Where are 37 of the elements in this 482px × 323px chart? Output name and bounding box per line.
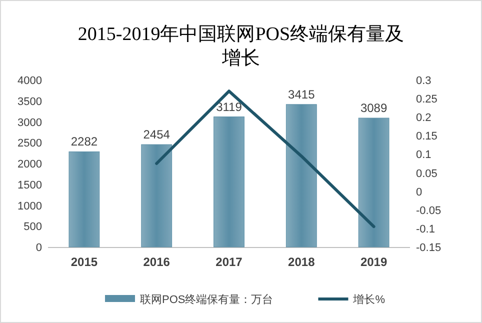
data-label: 3119 [216, 100, 242, 114]
y-tick-label: 3500 [18, 96, 42, 108]
bar [214, 116, 244, 248]
y-tick-label: 3000 [18, 116, 42, 129]
chart-title: 2015-2019年中国联网POS终端保有量及增长 [78, 24, 404, 69]
data-label: 2454 [143, 128, 170, 142]
y-tick-label: 2000 [18, 158, 42, 170]
bar [141, 144, 172, 248]
y-tick-label: 2500 [18, 138, 42, 150]
bar [358, 118, 390, 248]
x-tick-label: 2016 [143, 255, 170, 269]
y-tick-label: 4000 [18, 75, 42, 87]
y-tick-label: 500 [24, 221, 42, 234]
y2-tick-label: 0.25 [416, 94, 438, 106]
bar [68, 151, 100, 248]
y2-tick-label: -0.15 [416, 242, 442, 254]
data-label: 2282 [70, 134, 98, 149]
data-label: 3415 [288, 87, 316, 102]
x-tick-label: 2019 [360, 255, 388, 269]
bar [286, 104, 317, 248]
x-tick-label: 2015 [70, 255, 98, 269]
y2-tick-label: 0.3 [416, 75, 432, 87]
x-tick-label: 2018 [288, 255, 316, 269]
data-label: 3089 [360, 101, 388, 116]
y-tick-label: 0 [36, 242, 42, 254]
y2-tick-label: -0.05 [416, 204, 442, 217]
y2-tick-label: 0.1 [416, 149, 432, 162]
legend-label: 增长% [352, 293, 386, 306]
y-tick-label: 1000 [18, 200, 42, 212]
y-tick-label: 1500 [18, 179, 42, 192]
legend-label: 联网POS终端保有量：万台 [140, 293, 274, 306]
y2-tick-label: 0.05 [416, 168, 438, 180]
y2-tick-label: -0.1 [416, 223, 435, 236]
y2-tick-label: 0 [416, 186, 422, 198]
y2-tick-label: 0.15 [416, 130, 438, 143]
x-tick-label: 2017 [216, 255, 243, 269]
y2-tick-label: 0.2 [416, 112, 432, 124]
